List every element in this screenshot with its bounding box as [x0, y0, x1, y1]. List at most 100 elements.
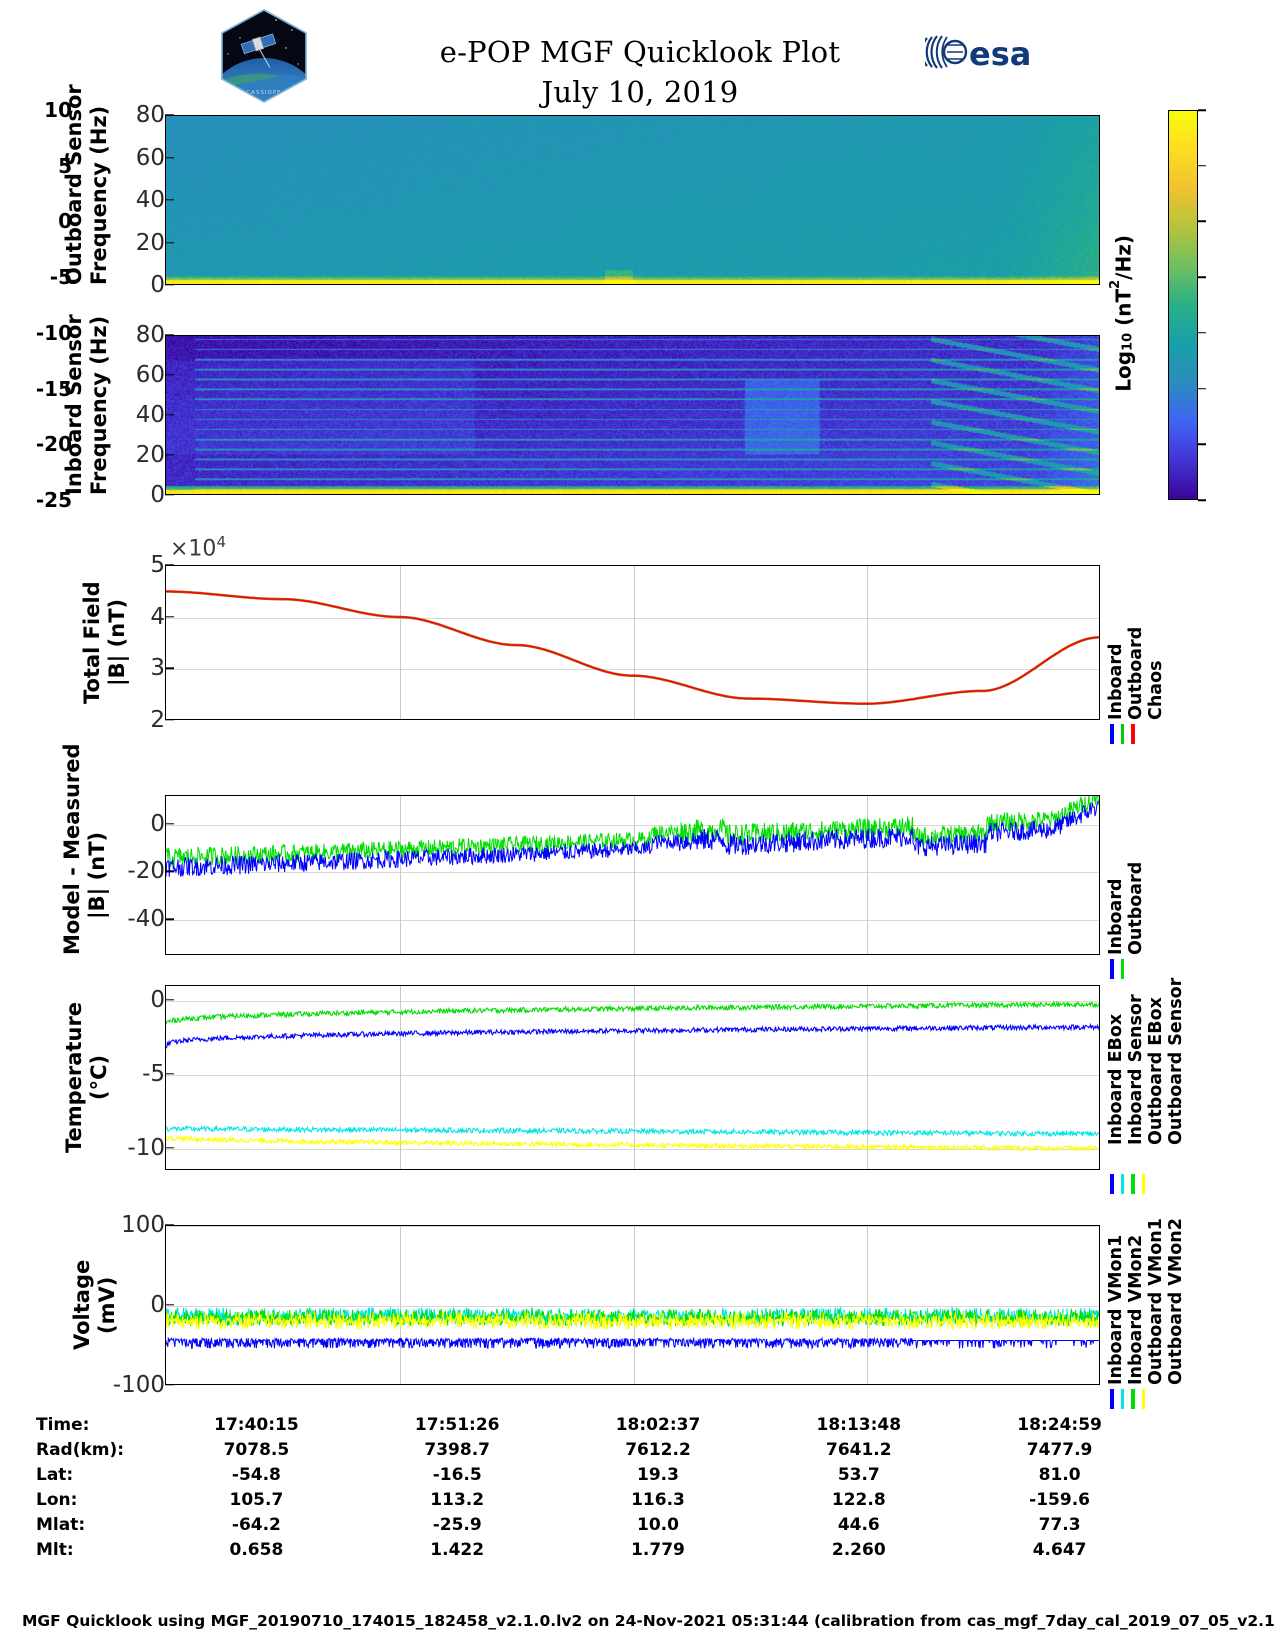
- outboard-spectrogram-axes: [165, 115, 1100, 285]
- esa-agency-logo: esa: [925, 35, 1031, 73]
- inboard-spectrogram-ytick-mark: [165, 414, 174, 416]
- ephemeris-cell: -54.8: [231, 1464, 281, 1485]
- colorbar-tick-label: -20: [35, 432, 72, 457]
- ephemeris-table: Time: 17:40:15 17:51:26 18:02:37 18:13:48 18:…: [0, 1412, 1160, 1562]
- voltage-axes: [165, 1225, 1100, 1385]
- colorbar-title-sup: 2: [1108, 279, 1123, 289]
- outboard-spectrogram-image: [166, 116, 1099, 284]
- gridline: [166, 1074, 1099, 1076]
- svg-text:CASSIOPE: CASSIOPE: [246, 90, 281, 96]
- legend-color-swatch: [1120, 1389, 1124, 1409]
- ephemeris-cell: 17:51:26: [414, 1414, 500, 1435]
- outboard-spectrogram-ytick-mark: [165, 114, 174, 116]
- outboard-spectrogram-ytick-label: 60: [135, 144, 165, 171]
- colorbar-title-suffix: /Hz): [1111, 235, 1136, 280]
- outboard-spectrogram-ytick-mark: [165, 156, 174, 159]
- ephemeris-cell: 105.7: [229, 1489, 284, 1510]
- ephemeris-cell: 2.260: [831, 1539, 886, 1560]
- inboard-spectrogram-ytick-label: 60: [135, 362, 165, 388]
- inboard-spectrogram-ytick-label: 20: [135, 442, 165, 468]
- ephemeris-cell: 1.779: [631, 1539, 685, 1560]
- voltage-ylabel: Voltage (mV): [70, 1259, 119, 1351]
- ephemeris-cell: 7398.7: [424, 1439, 490, 1460]
- title-line-1: e-POP MGF Quicklook Plot: [439, 35, 841, 69]
- ephemeris-cell: 122.8: [831, 1489, 886, 1510]
- total-field-traces: [166, 590, 1099, 705]
- voltage-legend-swatches: [1110, 1389, 1145, 1409]
- exponent-base: ×10: [170, 536, 217, 562]
- ephemeris-cell: 116.3: [631, 1489, 685, 1510]
- colorbar-tick-label: -10: [35, 320, 72, 345]
- vertical-gridline: [867, 1226, 869, 1384]
- colorbar-tick-mark: [1198, 220, 1206, 223]
- legend-color-swatch: [1120, 959, 1124, 979]
- ephemeris-row-label: Mlt:: [36, 1539, 74, 1560]
- table-row: Mlat: -64.2 -25.9 10.0 44.6 77.3: [0, 1512, 1160, 1537]
- gridline: [166, 920, 1099, 922]
- model-minus-measured-ytick-label: -20: [127, 858, 165, 885]
- legend-color-swatch: [1110, 1389, 1114, 1409]
- ephemeris-cell: 81.0: [1038, 1464, 1081, 1485]
- legend-color-swatch: [1131, 1174, 1135, 1194]
- data-trace: [166, 590, 1099, 705]
- colorbar-tick-label: 0: [58, 209, 72, 234]
- total-field-ytick-mark: [165, 564, 174, 566]
- temperature-legend: Inboard EBox Inboard Sensor Outboard EBo…: [1106, 977, 1186, 1145]
- inboard-spectrogram-ytick-label: 0: [150, 482, 165, 508]
- colorbar-tick-label: -15: [35, 376, 72, 401]
- legend-color-swatch: [1110, 1174, 1114, 1194]
- temperature-ytick-label: -10: [127, 1134, 165, 1161]
- gridline: [166, 1306, 1099, 1307]
- footer-provenance-text: MGF Quicklook using MGF_20190710_174015_…: [22, 1612, 1275, 1630]
- colorbar-tick-mark: [1198, 387, 1206, 390]
- legend-color-swatch: [1141, 1174, 1145, 1194]
- total-field-legend-swatches: [1110, 724, 1135, 744]
- colorbar: [1168, 110, 1198, 500]
- ephemeris-cell: 113.2: [430, 1489, 485, 1510]
- model-minus-measured-legend-swatches: [1110, 959, 1124, 979]
- data-trace: [166, 800, 1099, 877]
- gridline: [166, 617, 1099, 619]
- model-minus-measured-ytick-label: -40: [127, 906, 165, 933]
- temperature-axes: [165, 985, 1100, 1170]
- cassiope-mission-logo: CASSIOPE: [221, 9, 307, 103]
- gridline: [166, 1226, 1099, 1227]
- legend-color-swatch: [1131, 1389, 1135, 1409]
- temperature-legend-swatches: [1110, 1174, 1145, 1194]
- colorbar-tick-mark: [1198, 499, 1206, 501]
- table-row: Time: 17:40:15 17:51:26 18:02:37 18:13:48 18:…: [0, 1412, 1160, 1437]
- total-field-ylabel: Total Field |B| (nT): [80, 581, 129, 704]
- data-trace: [166, 1124, 1099, 1138]
- inboard-spectrogram-ytick-mark: [165, 334, 174, 336]
- vertical-gridline: [633, 566, 635, 719]
- model-minus-measured-ytick-label: 0: [150, 810, 165, 837]
- model-minus-measured-ylabel: Model - Measured |B| (nT): [60, 743, 109, 955]
- voltage-ytick-label: -100: [112, 1372, 165, 1398]
- inboard-spectrogram-ytick-mark: [165, 494, 174, 496]
- total-field-ytick-label: 5: [150, 552, 165, 578]
- model-minus-measured-legend: Inboard Outboard: [1106, 861, 1146, 955]
- ephemeris-row-label: Lon:: [36, 1489, 78, 1510]
- vertical-gridline: [399, 986, 401, 1169]
- vertical-gridline: [399, 566, 401, 719]
- table-row: Lat: -54.8 -16.5 19.3 53.7 81.0: [0, 1462, 1160, 1487]
- total-field-ytick-mark: [165, 719, 174, 721]
- page-title: e-POP MGF Quicklook Plot July 10, 2019: [330, 32, 950, 112]
- temperature-ytick-mark: [165, 999, 174, 1001]
- colorbar-tick-label: 10: [44, 98, 72, 122]
- vertical-gridline: [867, 986, 869, 1169]
- inboard-spectrogram-image: [166, 336, 1099, 494]
- colorbar-title-mid: (nT: [1111, 288, 1136, 333]
- total-field-ytick-mark: [165, 615, 174, 618]
- ephemeris-cell: -25.9: [432, 1514, 482, 1535]
- table-row: Rad(km): 7078.5 7398.7 7612.2 7641.2 7477.9: [0, 1437, 1160, 1462]
- ephemeris-grid: Time: 17:40:15 17:51:26 18:02:37 18:13:48 18:…: [0, 1412, 1160, 1562]
- ephemeris-row-label: Mlat:: [36, 1514, 86, 1535]
- gridline: [166, 669, 1099, 671]
- title-line-2: July 10, 2019: [541, 75, 739, 109]
- temperature-ytick-mark: [165, 1147, 174, 1149]
- vertical-gridline: [633, 1226, 635, 1384]
- ephemeris-cell: 7612.2: [625, 1439, 691, 1460]
- voltage-ytick-mark: [165, 1224, 174, 1226]
- outboard-spectrogram-ytick-mark: [165, 284, 174, 286]
